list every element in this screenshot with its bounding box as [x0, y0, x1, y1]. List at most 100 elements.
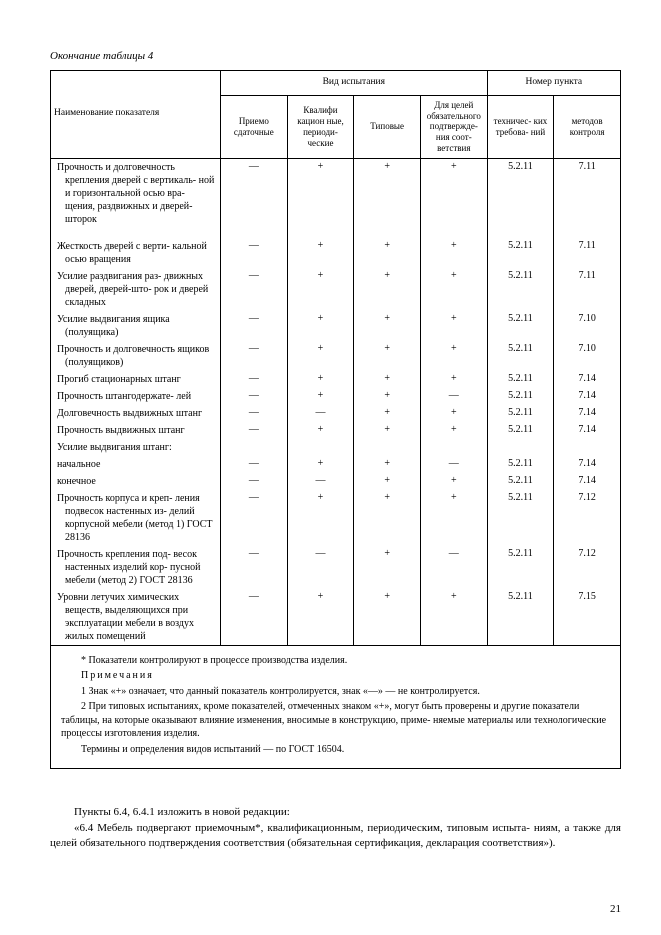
value-cell — [287, 228, 354, 238]
value-cell — [221, 228, 288, 238]
table-row: начальное—++—5.2.117.14 — [51, 456, 621, 473]
col-header-tip: Типовые — [354, 95, 421, 158]
value-cell: + — [287, 422, 354, 439]
value-cell: 5.2.11 — [487, 589, 554, 646]
value-cell: + — [354, 589, 421, 646]
value-cell: 5.2.11 — [487, 238, 554, 268]
value-cell: + — [420, 589, 487, 646]
value-cell — [420, 228, 487, 238]
value-cell — [287, 439, 354, 456]
table-row: Прочность крепления под- весок настенных… — [51, 546, 621, 589]
value-cell: — — [420, 456, 487, 473]
col-header-obz: Для целей обязательного подтвержде- ния … — [420, 95, 487, 158]
value-cell: 5.2.11 — [487, 490, 554, 546]
value-cell: — — [221, 311, 288, 341]
value-cell: 5.2.11 — [487, 456, 554, 473]
col-header-tech: техничес- ких требова- ний — [487, 95, 554, 158]
value-cell: 7.14 — [554, 473, 621, 490]
value-cell: + — [354, 405, 421, 422]
value-cell — [221, 439, 288, 456]
value-cell: — — [221, 388, 288, 405]
row-name-cell: Прочность выдвижных штанг — [51, 422, 221, 439]
value-cell: + — [420, 473, 487, 490]
note-1: 1 Знак «+» означает, что данный показате… — [61, 685, 610, 699]
row-name-cell: начальное — [51, 456, 221, 473]
value-cell: + — [354, 268, 421, 311]
value-cell: + — [354, 422, 421, 439]
value-cell: 7.14 — [554, 422, 621, 439]
value-cell: — — [221, 422, 288, 439]
row-name-cell: Жесткость дверей с верти- кальной осью в… — [51, 238, 221, 268]
col-header-priem: Приемо сдаточные — [221, 95, 288, 158]
value-cell: + — [354, 238, 421, 268]
table-row: Прочность и долговечность ящиков (полуящ… — [51, 341, 621, 371]
value-cell: 5.2.11 — [487, 422, 554, 439]
value-cell: 5.2.11 — [487, 341, 554, 371]
note-star: * Показатели контролируют в процессе про… — [61, 654, 610, 668]
value-cell: — — [221, 238, 288, 268]
row-name-cell: Прочность крепления под- весок настенных… — [51, 546, 221, 589]
value-cell: + — [420, 158, 487, 228]
table-row: конечное——++5.2.117.14 — [51, 473, 621, 490]
notes-label: Примечания — [81, 670, 154, 681]
row-name-cell: Прочность и долговечность крепления двер… — [51, 158, 221, 228]
value-cell: 7.12 — [554, 546, 621, 589]
value-cell: — — [420, 388, 487, 405]
value-cell: + — [420, 490, 487, 546]
value-cell: — — [221, 268, 288, 311]
row-name-cell: Усилие раздвигания раз- движных дверей, … — [51, 268, 221, 311]
para-1: Пункты 6.4, 6.4.1 изложить в новой редак… — [50, 805, 621, 820]
value-cell: + — [287, 589, 354, 646]
value-cell: 7.12 — [554, 490, 621, 546]
row-name-cell: Усилие выдвигания ящика (полуящика) — [51, 311, 221, 341]
value-cell — [554, 439, 621, 456]
value-cell: + — [420, 268, 487, 311]
value-cell: 5.2.11 — [487, 158, 554, 228]
value-cell: 7.10 — [554, 311, 621, 341]
value-cell: + — [287, 456, 354, 473]
value-cell: — — [287, 473, 354, 490]
value-cell: + — [287, 311, 354, 341]
value-cell: + — [354, 473, 421, 490]
value-cell: + — [420, 341, 487, 371]
table-row: Прочность и долговечность крепления двер… — [51, 158, 621, 228]
para-2: «6.4 Мебель подвергают приемочным*, квал… — [50, 821, 621, 852]
col-group-point: Номер пункта — [487, 71, 620, 96]
table-caption: Окончание таблицы 4 — [50, 50, 621, 62]
body-text: Пункты 6.4, 6.4.1 изложить в новой редак… — [50, 805, 621, 851]
value-cell: + — [287, 388, 354, 405]
value-cell: — — [221, 158, 288, 228]
col-group-tests: Вид испытания — [221, 71, 488, 96]
value-cell: + — [287, 268, 354, 311]
value-cell: 7.11 — [554, 268, 621, 311]
value-cell: + — [287, 238, 354, 268]
value-cell: — — [221, 490, 288, 546]
col-header-kval: Квалифи кацион ные, периоди- ческие — [287, 95, 354, 158]
table-row: Прочность штангодержате- лей—++—5.2.117.… — [51, 388, 621, 405]
row-name-cell — [51, 228, 221, 238]
row-name-cell: Прочность штангодержате- лей — [51, 388, 221, 405]
value-cell — [354, 439, 421, 456]
value-cell: + — [420, 405, 487, 422]
value-cell: 5.2.11 — [487, 268, 554, 311]
page-number: 21 — [610, 903, 621, 915]
value-cell: + — [287, 490, 354, 546]
value-cell: — — [420, 546, 487, 589]
value-cell: + — [420, 238, 487, 268]
table-row: Долговечность выдвижных штанг——++5.2.117… — [51, 405, 621, 422]
value-cell: + — [287, 341, 354, 371]
table-row: Прочность выдвижных штанг—+++5.2.117.14 — [51, 422, 621, 439]
value-cell: 5.2.11 — [487, 388, 554, 405]
value-cell: 5.2.11 — [487, 311, 554, 341]
value-cell: + — [354, 490, 421, 546]
value-cell: + — [420, 311, 487, 341]
row-name-cell: Прочность корпуса и креп- ления подвесок… — [51, 490, 221, 546]
value-cell: 7.14 — [554, 456, 621, 473]
value-cell — [354, 228, 421, 238]
value-cell: 7.15 — [554, 589, 621, 646]
col-header-name: Наименование показателя — [51, 71, 221, 159]
value-cell: — — [221, 473, 288, 490]
value-cell: + — [354, 546, 421, 589]
value-cell: — — [221, 456, 288, 473]
table-row: Уровни летучих химических веществ, выдел… — [51, 589, 621, 646]
